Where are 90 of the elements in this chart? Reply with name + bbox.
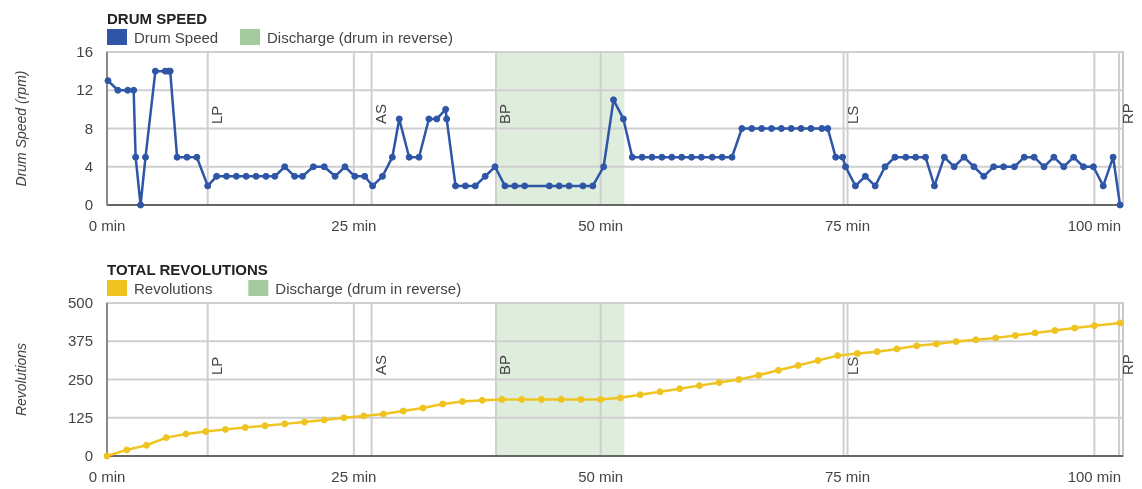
x-tick-label: 50 min — [578, 468, 624, 485]
point — [103, 452, 111, 460]
point — [300, 418, 308, 426]
point — [340, 414, 348, 422]
ref-line-label: AS — [371, 354, 389, 375]
point — [834, 352, 842, 360]
point — [419, 404, 427, 412]
point — [1051, 327, 1059, 335]
y-tick-label: 125 — [67, 408, 93, 426]
legend-label: Revolutions — [134, 280, 213, 297]
point — [814, 357, 822, 365]
point — [399, 407, 407, 415]
point — [162, 434, 170, 442]
y-axis-title: Drum Speed (rpm) — [13, 70, 29, 187]
legend-label: Drum Speed — [134, 29, 219, 46]
ref-line-label: LS — [843, 105, 861, 124]
y-tick-label: 8 — [84, 119, 93, 137]
point — [932, 340, 940, 348]
point — [123, 446, 131, 454]
point — [893, 345, 901, 353]
ref-line-label: RP — [1119, 103, 1137, 124]
point — [458, 398, 466, 406]
point — [774, 366, 782, 374]
ref-line-label: LP — [207, 105, 225, 124]
y-tick-label: 16 — [76, 43, 93, 60]
ref-line-label: LP — [207, 356, 225, 375]
ref-line-label: BP — [496, 103, 514, 124]
ref-line-label: LS — [843, 356, 861, 375]
y-tick-label: 4 — [84, 157, 93, 175]
y-tick-label: 250 — [67, 370, 93, 388]
x-tick-label: 25 min — [331, 217, 377, 234]
point — [281, 420, 289, 428]
point — [676, 385, 684, 393]
point — [952, 338, 960, 346]
x-tick-label: 50 min — [578, 217, 624, 234]
point — [913, 342, 921, 350]
point — [537, 395, 545, 403]
point — [1090, 322, 1098, 330]
point — [143, 441, 150, 449]
point — [636, 391, 644, 399]
legend-label: Discharge (drum in reverse) — [275, 280, 462, 297]
point — [478, 396, 486, 404]
point — [221, 425, 229, 433]
point — [695, 382, 703, 390]
point — [1071, 324, 1079, 332]
ref-line-label: RP — [1119, 354, 1137, 375]
point — [439, 400, 447, 408]
ref-line-label: AS — [371, 103, 389, 124]
x-tick-label: 75 min — [825, 217, 871, 234]
point — [972, 336, 980, 344]
legend-label: Discharge (drum in reverse) — [267, 29, 453, 46]
y-tick-label: 500 — [67, 294, 93, 311]
point — [518, 395, 526, 403]
point — [992, 334, 1000, 342]
point — [379, 410, 387, 418]
chart-title: DRUM SPEED — [107, 10, 208, 27]
point — [202, 428, 210, 436]
point — [182, 430, 190, 438]
x-tick-label: 75 min — [825, 468, 871, 485]
point — [261, 422, 269, 430]
ref-line-label: BP — [496, 354, 514, 375]
point — [1011, 331, 1019, 339]
y-tick-label: 375 — [67, 332, 93, 350]
point — [1116, 319, 1124, 327]
x-tick-label: 0 min — [88, 468, 126, 485]
x-tick-label: 100 min — [1067, 468, 1122, 485]
x-tick-label: 100 min — [1067, 217, 1122, 234]
point — [616, 394, 624, 402]
point — [320, 416, 328, 424]
point — [794, 361, 802, 369]
point — [597, 395, 605, 403]
point — [577, 395, 585, 403]
point — [656, 388, 664, 396]
point — [715, 379, 723, 387]
point — [360, 412, 368, 420]
y-tick-label: 0 — [84, 447, 93, 464]
x-tick-label: 0 min — [88, 217, 126, 234]
point — [1031, 329, 1039, 337]
y-tick-label: 0 — [84, 196, 93, 213]
point — [241, 424, 249, 432]
point — [873, 348, 881, 356]
x-tick-label: 25 min — [331, 468, 377, 485]
point — [557, 395, 565, 403]
point — [755, 371, 763, 379]
y-tick-label: 12 — [76, 81, 93, 99]
chart-title: TOTAL REVOLUTIONS — [107, 261, 268, 278]
point — [853, 349, 861, 357]
point — [735, 376, 743, 383]
y-axis-title: Revolutions — [13, 342, 29, 417]
point — [498, 395, 506, 403]
